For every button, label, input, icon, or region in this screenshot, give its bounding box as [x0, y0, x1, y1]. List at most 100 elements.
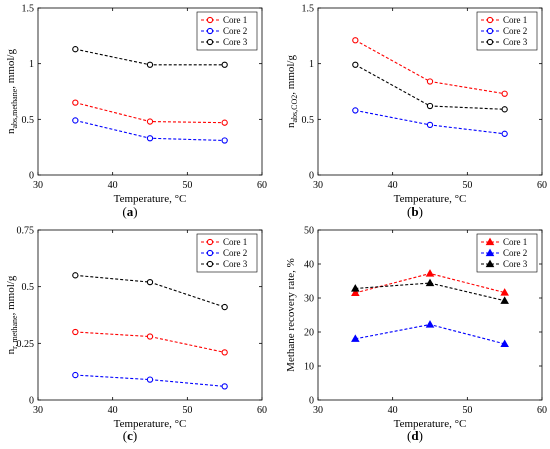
y-axis-label-main: n: [285, 122, 297, 128]
legend-entry: Core 3: [503, 259, 528, 269]
panel-caption: (d): [407, 428, 423, 443]
y-axis-label: nabs,methane, mmol/g: [5, 49, 19, 134]
data-point-core-1: [501, 90, 508, 97]
x-axis-label: Temperature, °C: [394, 418, 467, 430]
x-tick-label: 30: [33, 405, 43, 416]
data-point-core-1: [146, 333, 154, 340]
x-tick-label: 60: [257, 180, 267, 191]
data-point-core-2: [146, 376, 154, 383]
caption-close-paren: ): [419, 204, 423, 219]
data-point-core-3: [352, 61, 359, 68]
legend-entry: Core 3: [223, 37, 248, 47]
data-point-core-3: [426, 102, 434, 110]
legend-entry: Core 3: [223, 259, 248, 269]
data-point-core-2: [352, 107, 359, 114]
legend-marker: [206, 16, 214, 24]
x-tick-label: 50: [182, 180, 192, 191]
chart-a: 30 40 50 60 0 0.5 1 1.5 Temperature, °C nabs,meth…: [5, 4, 267, 220]
y-axis-label-subscript: r, methane: [10, 315, 19, 349]
y-axis-label-main: n: [5, 128, 17, 134]
chart-b: 30 40 50 60 0 0.5 1 1.5 Temperature, °C nabs,CO2,…: [285, 4, 547, 220]
data-point-core-2: [221, 137, 228, 144]
data-point-core-1: [352, 37, 359, 44]
caption-close-paren: ): [133, 428, 137, 443]
legend-marker: [486, 16, 494, 24]
data-point-core-1: [425, 269, 435, 277]
legend-marker: [206, 238, 214, 246]
chart-d: 30 40 50 60 0 10 20 30 40 50 Temperature, °C Methan…: [285, 226, 547, 444]
legend-entry: Core 1: [503, 15, 527, 25]
plot-frame: [37, 7, 263, 176]
y-axis-label-unit: , mmol/g: [5, 275, 17, 315]
y-axis-label-unit: , mmol/g: [285, 55, 297, 95]
y-tick-label: 0.25: [17, 339, 35, 350]
legend-marker: [206, 249, 214, 257]
panel-caption: (c): [123, 428, 137, 443]
data-point-core-3: [500, 296, 509, 304]
data-point-core-3: [146, 61, 154, 68]
legend-entry: Core 2: [503, 248, 527, 258]
legend-entry: Core 1: [223, 15, 247, 25]
y-tick-label: 1.5: [302, 4, 315, 15]
x-tick-label: 50: [462, 180, 472, 191]
caption-open-paren: (: [122, 204, 126, 219]
y-axis-label-unit: , mmol/g: [5, 49, 17, 89]
y-tick-label: 0: [29, 171, 34, 182]
y-tick-label: 1: [309, 59, 314, 70]
legend-entry: Core 2: [223, 26, 247, 36]
plot-frame: [317, 229, 543, 401]
data-point-core-1: [72, 99, 79, 106]
data-point-core-2: [146, 135, 154, 142]
data-point-core-2: [72, 371, 79, 379]
chart-c: 30 40 50 60 0 0.25 0.5 0.75 Temperature, °C nr, m…: [5, 226, 267, 444]
legend-marker: [206, 260, 214, 268]
y-axis-label-subscript: abs,CO2: [290, 95, 299, 123]
y-axis-label: nabs,CO2, mmol/g: [285, 55, 299, 129]
data-point-core-1: [426, 78, 434, 85]
caption-close-paren: ): [133, 204, 137, 219]
data-point-core-3: [72, 272, 79, 279]
data-point-core-3: [221, 303, 228, 311]
y-tick-label: 30: [304, 294, 314, 305]
panel-caption: (a): [122, 204, 137, 219]
legend-marker: [206, 38, 214, 46]
y-tick-label: 50: [304, 226, 314, 237]
legend-marker: [485, 259, 495, 268]
x-tick-label: 60: [537, 405, 547, 416]
x-tick-label: 30: [313, 405, 323, 416]
x-tick-label: 30: [313, 180, 323, 191]
plot-frame: [37, 229, 263, 401]
x-tick-label: 50: [182, 405, 192, 416]
y-tick-label: 0.75: [17, 226, 35, 237]
data-point-core-3: [501, 106, 508, 113]
series-line-core-3: [75, 274, 225, 308]
legend-marker: [206, 27, 214, 35]
data-point-core-2: [501, 130, 508, 137]
caption-open-paren: (: [407, 428, 411, 443]
y-tick-label: 0.5: [302, 115, 315, 126]
data-point-core-1: [72, 328, 79, 336]
x-axis-label: Temperature, °C: [394, 193, 467, 205]
caption-letter: b: [411, 204, 418, 219]
x-axis-label: Temperature, °C: [114, 193, 187, 205]
data-point-core-3: [221, 61, 228, 68]
y-tick-label: 0.5: [22, 115, 35, 126]
y-tick-label: 20: [304, 328, 314, 339]
data-point-core-1: [146, 118, 154, 125]
y-tick-label: 0: [29, 396, 34, 407]
y-tick-label: 10: [304, 362, 314, 373]
legend-entry: Core 1: [223, 237, 247, 247]
plot-frame: [317, 7, 543, 176]
series-line-core-3: [355, 282, 505, 302]
y-tick-label: 1: [29, 59, 34, 70]
data-point-core-2: [425, 320, 435, 328]
x-tick-label: 40: [108, 180, 118, 191]
legend-entry: Core 2: [503, 26, 527, 36]
y-axis-label: nr, methane, mmol/g: [5, 275, 19, 354]
data-point-core-2: [351, 334, 360, 342]
data-point-core-1: [221, 119, 228, 126]
data-point-core-2: [72, 117, 79, 124]
